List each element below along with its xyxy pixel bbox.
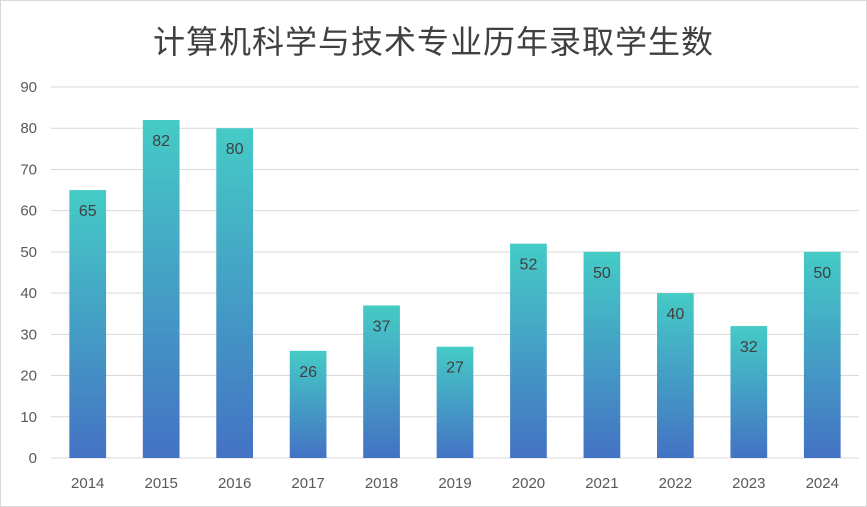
y-tick-label: 0 (29, 450, 37, 467)
x-tick-label: 2015 (144, 475, 177, 492)
x-axis-tick-labels: 2014 2015 2016 2017 2018 2019 2020 2021 2022 2023… (71, 475, 839, 492)
bar-2022 (657, 293, 694, 458)
x-tick-label: 2016 (218, 475, 251, 492)
x-tick-label: 2019 (438, 475, 471, 492)
bar-2015 (142, 119, 180, 458)
data-label-2023: 32 (740, 339, 758, 356)
y-tick-label: 20 (20, 368, 37, 385)
data-label-2017: 26 (299, 364, 317, 381)
bar-2019 (436, 346, 474, 458)
bar-2023 (730, 326, 768, 458)
bar-2018 (363, 305, 400, 458)
data-label-2020: 52 (520, 257, 538, 274)
y-axis-tick-labels: 0 10 20 30 40 50 60 70 80 90 (20, 79, 37, 467)
x-tick-label: 2014 (71, 475, 104, 492)
y-tick-label: 40 (20, 285, 37, 302)
data-label-2014: 65 (79, 203, 97, 220)
bars (69, 119, 841, 459)
bar-2020 (510, 243, 547, 458)
y-tick-label: 80 (20, 120, 37, 137)
data-label-2024: 50 (813, 265, 831, 282)
x-tick-label: 2017 (291, 475, 324, 492)
chart-title: 计算机科学与技术专业历年录取学生数 (152, 23, 714, 61)
x-tick-label: 2024 (806, 475, 839, 492)
data-label-2018: 37 (373, 318, 391, 335)
x-tick-label: 2020 (512, 475, 545, 492)
data-label-2021: 50 (593, 265, 611, 282)
x-tick-label: 2023 (732, 475, 765, 492)
data-label-2022: 40 (666, 306, 684, 323)
y-tick-label: 90 (20, 79, 37, 96)
bar-2014 (69, 190, 107, 459)
data-labels: 65 82 80 26 37 27 52 50 40 32 50 (79, 133, 831, 381)
data-label-2019: 27 (446, 360, 464, 377)
x-tick-label: 2018 (365, 475, 398, 492)
x-tick-label: 2021 (585, 475, 618, 492)
bar-2024 (803, 251, 841, 458)
bar-2016 (216, 128, 253, 458)
x-tick-label: 2022 (659, 475, 692, 492)
y-tick-label: 70 (20, 161, 37, 178)
y-tick-label: 60 (20, 203, 37, 220)
data-label-2016: 80 (226, 141, 244, 158)
y-tick-label: 30 (20, 326, 37, 343)
y-tick-label: 10 (20, 409, 37, 426)
y-tick-label: 50 (20, 244, 37, 261)
bar-2021 (583, 251, 621, 458)
data-label-2015: 82 (152, 133, 170, 150)
bar-2017 (289, 350, 327, 458)
